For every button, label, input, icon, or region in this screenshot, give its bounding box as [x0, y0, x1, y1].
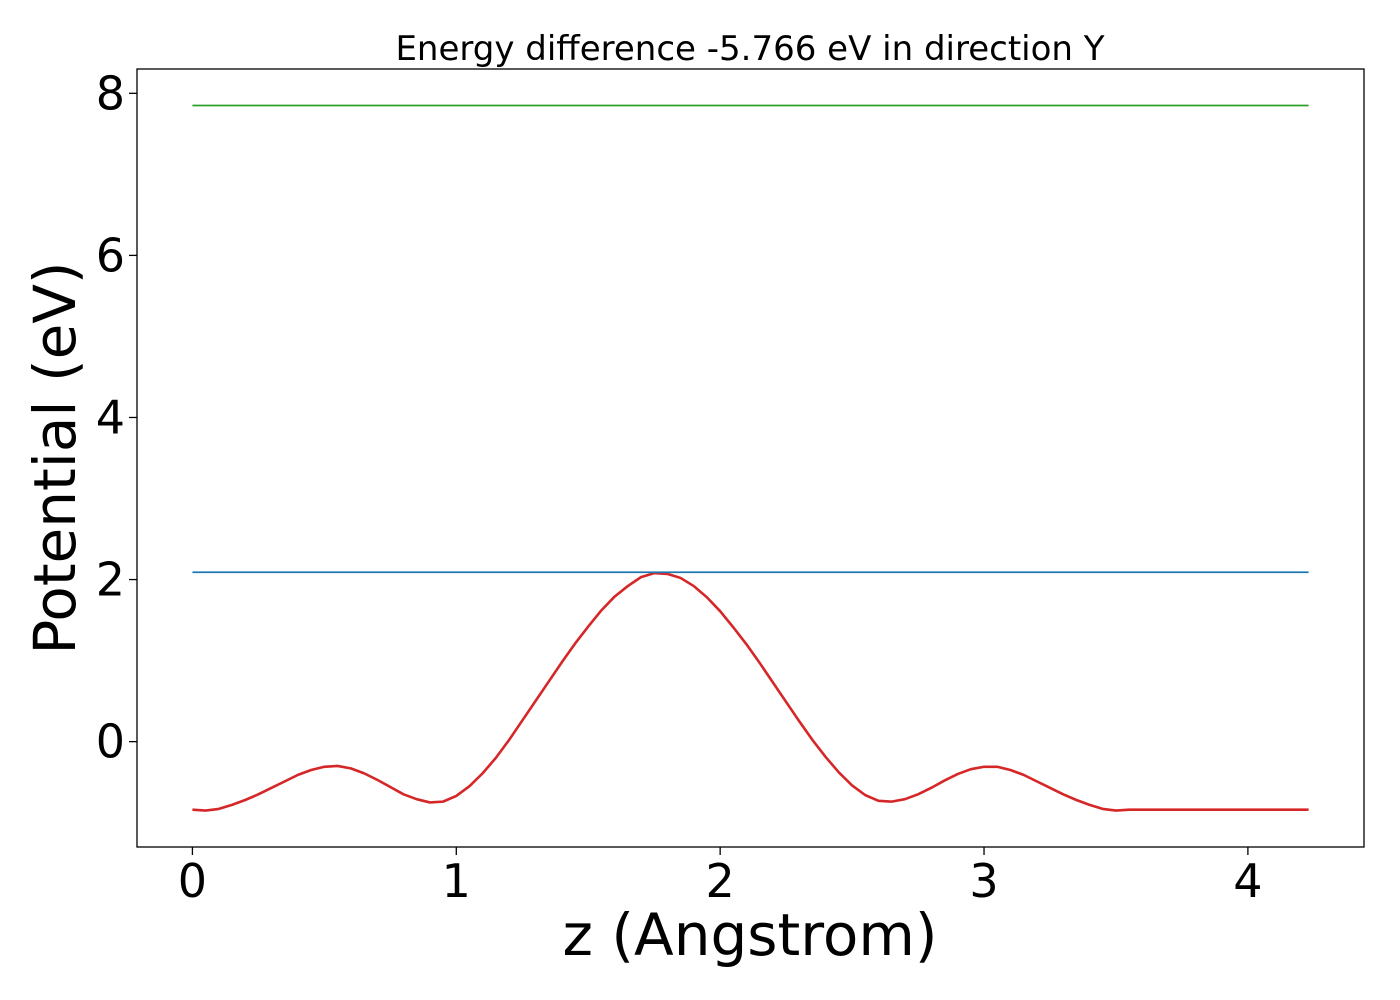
- plot-frame: [136, 68, 1365, 848]
- x-tick-label: 3: [969, 854, 998, 908]
- x-tick-label: 2: [706, 854, 735, 908]
- y-tick-label: 0: [96, 715, 125, 769]
- y-tick-label: 6: [96, 228, 125, 282]
- chart-title: Energy difference -5.766 eV in direction…: [395, 29, 1104, 69]
- y-tick-label: 2: [96, 553, 125, 607]
- y-axis-ticks: 0 2 4 6 8: [96, 66, 137, 769]
- series-layer: [192, 104, 1309, 812]
- y-axis-label: Potential (eV): [21, 261, 89, 654]
- y-tick-label: 8: [96, 66, 125, 120]
- x-tick-label: 1: [442, 854, 471, 908]
- x-tick-label: 4: [1233, 854, 1262, 908]
- x-axis-label: z (Angstrom): [563, 901, 938, 969]
- x-axis-ticks: 0 1 2 3 4: [178, 847, 1263, 908]
- y-tick-label: 4: [96, 390, 125, 444]
- series-line-0: [192, 571, 1309, 812]
- x-tick-label: 0: [178, 854, 207, 908]
